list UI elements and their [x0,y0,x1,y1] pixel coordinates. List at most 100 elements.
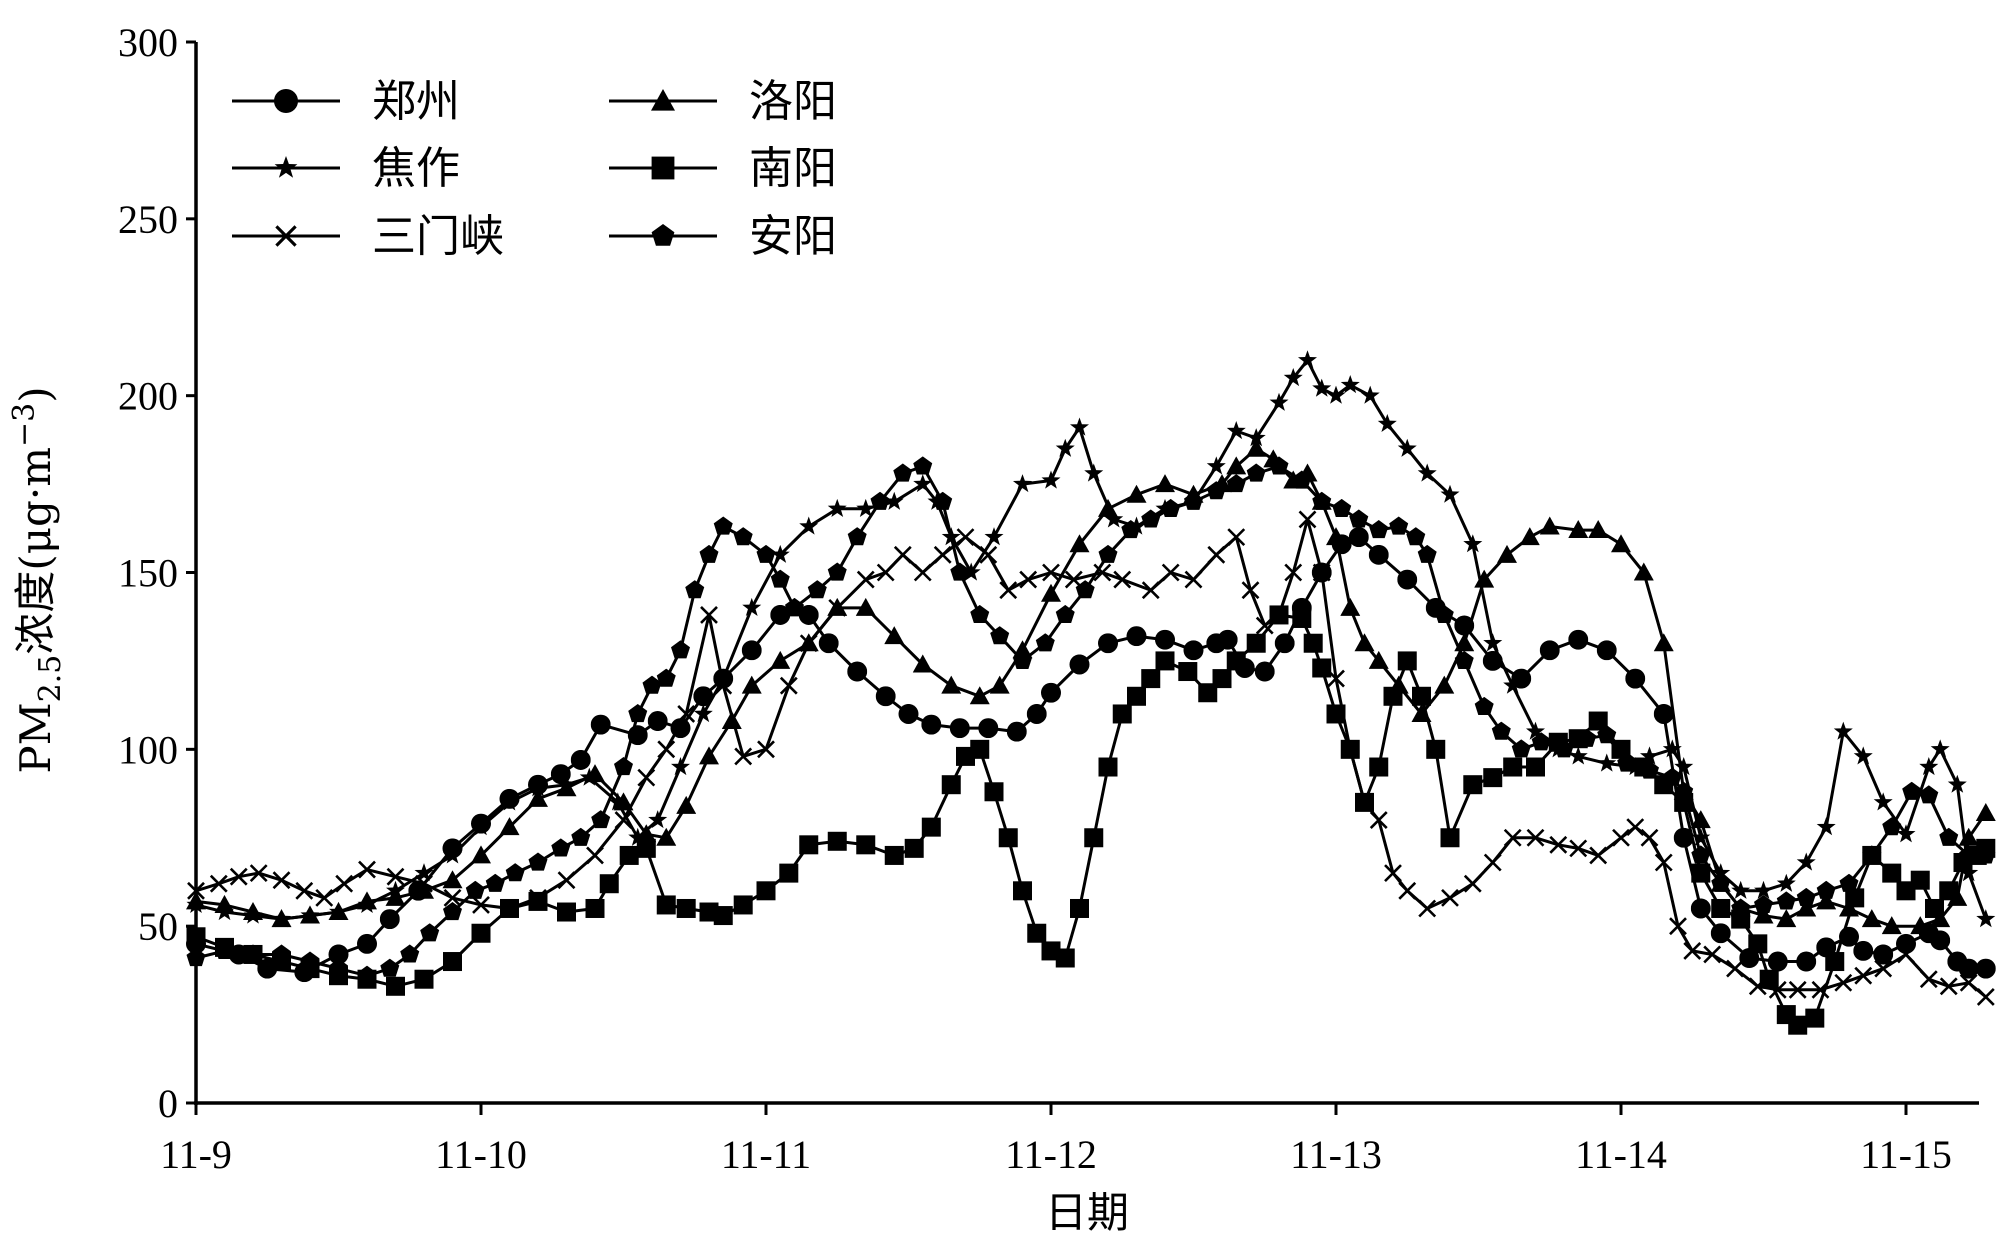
data-point [756,544,776,563]
data-point [893,463,913,482]
data-point [1776,891,1796,910]
data-point [1710,923,1731,944]
data-point [1788,1015,1808,1035]
y-axis-title-suffix: 浓度(μg·m [11,447,60,655]
data-point [1006,721,1027,742]
data-point [1853,966,1873,985]
data-point [1454,650,1474,670]
data-point [1519,527,1540,546]
data-point [272,870,291,890]
data-point [380,958,400,977]
data-point [1417,544,1437,563]
data-point [551,838,571,857]
data-point [186,927,206,947]
x-tick-label: 11-14 [1575,1132,1667,1177]
data-point [209,874,229,894]
data-point [847,661,868,682]
data-point [1155,651,1175,671]
data-point [443,952,462,972]
series-x [186,510,1996,1007]
data-point [647,711,668,732]
data-point [1070,417,1089,436]
series-layer [186,350,1996,1035]
data-point [1796,887,1816,906]
data-point [1662,767,1682,786]
data-point [272,944,291,963]
data-point [1212,669,1232,689]
legend-marker-circle [274,89,298,113]
data-point [685,580,705,599]
data-point [1274,633,1295,654]
data-point [1178,662,1198,682]
data-point [357,894,377,914]
data-point [1930,930,1951,951]
y-tick-label: 50 [138,904,178,949]
data-point [628,703,648,723]
data-point [1155,474,1175,493]
data-point [847,527,867,546]
data-point [585,846,605,865]
x-tick-label: 11-13 [1290,1132,1382,1177]
y-axis-title-subscript: 2.5 [33,655,68,703]
data-point [1474,696,1494,715]
data-point [1882,817,1902,836]
data-point [1975,802,1996,821]
data-point [1183,640,1204,661]
data-point [1332,498,1352,517]
y-axis-title-superscript: −3 [7,403,42,447]
data-point [1098,757,1118,777]
data-point [671,640,690,659]
data-point [713,906,733,926]
data-point [1098,633,1118,654]
data-point [827,831,847,851]
series-pentagon [186,456,1996,984]
legend-label: 焦作 [372,143,460,194]
data-point [1269,392,1289,411]
data-point [1397,651,1417,671]
data-point [1383,686,1403,706]
legend-item: 焦作 [232,143,460,194]
data-point [713,516,733,535]
data-point [1975,958,1996,979]
data-point [1939,881,1959,901]
data-point [1207,545,1226,565]
data-point [1298,350,1317,369]
data-point [656,895,676,915]
data-point [970,604,990,624]
data-point [921,714,942,735]
legend-label: 郑州 [372,76,460,127]
data-point [913,563,933,582]
data-point [1596,640,1617,661]
data-point [1112,570,1132,589]
data-point [314,888,334,908]
data-point [357,965,377,984]
legend-marker-square [651,156,675,180]
data-point [856,570,876,589]
legend-item: 三门峡 [232,211,504,262]
data-point [1161,563,1180,582]
data-point [1377,413,1397,433]
data-point [1483,768,1503,788]
y-axis-title-close: ) [11,386,60,402]
data-point [1027,923,1047,943]
data-point [998,828,1018,848]
data-point [1539,516,1560,535]
data-point [1976,987,1996,1007]
data-point [636,768,656,787]
data-point [799,835,819,855]
data-point [1426,739,1446,759]
data-point [1767,951,1788,972]
data-point [1084,463,1104,482]
data-point [1834,973,1853,993]
data-point [591,810,611,829]
data-point [998,580,1018,600]
data-point [1018,570,1038,589]
data-point [671,757,690,776]
data-point [1226,421,1246,440]
data-point [1825,952,1845,972]
data-point [1141,580,1161,600]
data-point [1112,704,1132,724]
data-point [741,640,762,661]
data-point [1369,520,1389,539]
